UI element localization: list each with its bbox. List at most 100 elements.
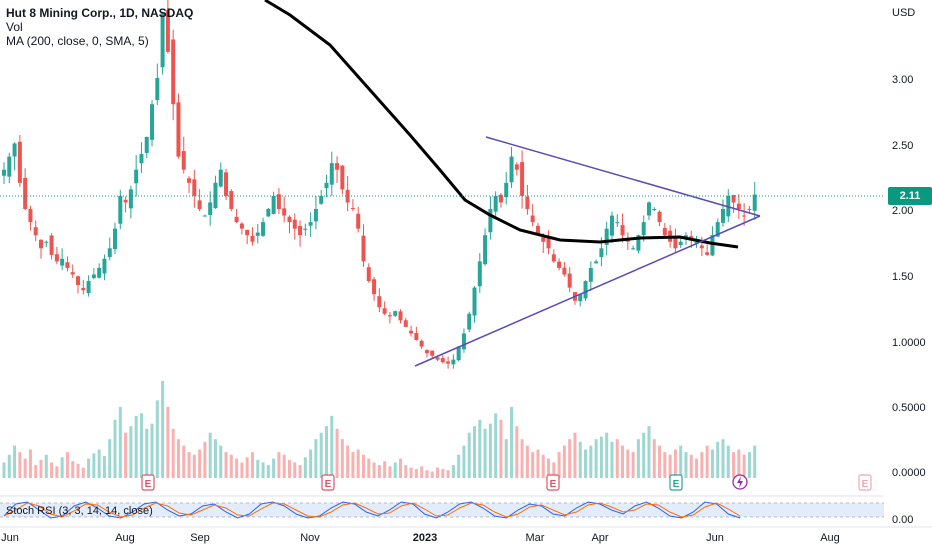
volume-bar <box>520 439 524 478</box>
volume-bar <box>250 452 254 478</box>
volume-bar <box>462 445 466 478</box>
candle-body <box>377 296 382 308</box>
candle-body <box>340 165 345 190</box>
candle-body <box>324 182 329 189</box>
volume-bar <box>568 439 572 478</box>
volume-bar <box>552 462 556 478</box>
volume-bar <box>536 449 540 478</box>
candle-body <box>292 219 297 229</box>
volume-bar <box>483 428 487 478</box>
volume-bar <box>303 457 307 478</box>
current-price-tag: 2.11 <box>888 187 932 205</box>
y-tick-label: 0.5000 <box>892 402 926 414</box>
triangle-drawing <box>414 136 761 367</box>
candle-body <box>303 228 308 230</box>
earnings-marker-icon <box>858 474 872 491</box>
currency-label: USD <box>892 7 915 19</box>
volume-bar <box>372 462 376 478</box>
candle-body <box>255 232 260 236</box>
ma-200-line <box>264 0 739 249</box>
volume-bar <box>118 406 122 478</box>
volume-bar <box>124 432 128 478</box>
volume-bar <box>663 452 667 478</box>
volume-bar <box>584 449 588 478</box>
volume-bar <box>747 452 751 478</box>
candle-body <box>276 194 281 209</box>
volume-bar <box>340 439 344 478</box>
candle-body <box>176 102 181 157</box>
volume-bar <box>277 452 281 478</box>
candle-body <box>710 235 715 256</box>
candle-body <box>54 254 59 262</box>
volume-bar <box>65 452 69 478</box>
marker-letter: E <box>673 479 680 490</box>
volume-bar <box>187 452 191 478</box>
candle-body <box>493 195 498 212</box>
earnings-marker-icon <box>141 474 155 491</box>
volume-bar <box>256 459 260 478</box>
volume-bar <box>594 439 598 478</box>
candle-body <box>113 228 118 250</box>
volume-bar <box>430 471 434 478</box>
candle-body <box>70 272 75 275</box>
candle-body <box>683 235 688 238</box>
volume-bar <box>599 436 603 478</box>
ma-label[interactable]: MA (200, close, 0, SMA, 5) <box>6 34 149 48</box>
volume-bar <box>176 439 180 478</box>
axes: Jun Aug Sep Nov 2023 Mar Apr Jun Aug 3.00 2.50 2.00… <box>0 7 932 544</box>
volume-bar <box>87 458 91 478</box>
volume-bar <box>531 452 535 478</box>
candle-body <box>118 195 123 224</box>
candle-body <box>97 267 102 278</box>
volume-bar <box>39 459 43 478</box>
candle-body <box>123 199 128 203</box>
candle-body <box>366 267 371 282</box>
volume-bar <box>134 415 138 478</box>
volume-bar <box>451 465 455 478</box>
volume-bar <box>60 457 64 478</box>
volume-bar <box>34 465 38 478</box>
candle-body <box>504 182 509 198</box>
volume-bar <box>494 413 498 478</box>
candle-body <box>150 104 155 140</box>
stoch-k-line <box>3 501 741 519</box>
volume-bar <box>446 470 450 478</box>
volume-bar <box>562 445 566 478</box>
volume-bar <box>621 445 625 478</box>
y-tick-label: 2.00 <box>892 205 913 217</box>
candle-body <box>705 252 710 255</box>
candle-body <box>144 136 149 153</box>
volume-bar <box>203 441 207 478</box>
candle-body <box>694 241 699 244</box>
candle-body <box>731 195 736 203</box>
candle-body <box>139 153 144 164</box>
candle-body <box>652 209 657 210</box>
candle-body <box>213 182 218 209</box>
volume-bar <box>510 406 514 478</box>
y-tick-label: 2.50 <box>892 140 913 152</box>
stoch-value-label: 0.00 <box>892 514 913 526</box>
candle-body <box>451 359 456 365</box>
vol-label[interactable]: Vol <box>6 20 23 34</box>
volume-bar <box>361 454 365 478</box>
volume-bar <box>282 454 286 478</box>
volume-bar <box>436 467 440 478</box>
volume-bar <box>351 452 355 478</box>
candle-body <box>514 164 519 170</box>
volume-bar <box>647 426 651 478</box>
x-tick-label: Aug <box>115 532 135 544</box>
volume-bar <box>113 419 117 478</box>
volume-bar <box>23 458 27 478</box>
candle-body <box>631 248 636 250</box>
stoch-d-line <box>3 502 741 518</box>
symbol-title[interactable]: Hut 8 Mining Corp., 1D, NASDAQ <box>6 6 194 20</box>
volume-bar <box>92 453 96 478</box>
volume-bar <box>525 445 529 478</box>
dividend-marker-icon <box>669 474 683 491</box>
candle-body <box>102 258 107 274</box>
candle-body <box>202 215 207 217</box>
candle-body <box>625 240 630 242</box>
